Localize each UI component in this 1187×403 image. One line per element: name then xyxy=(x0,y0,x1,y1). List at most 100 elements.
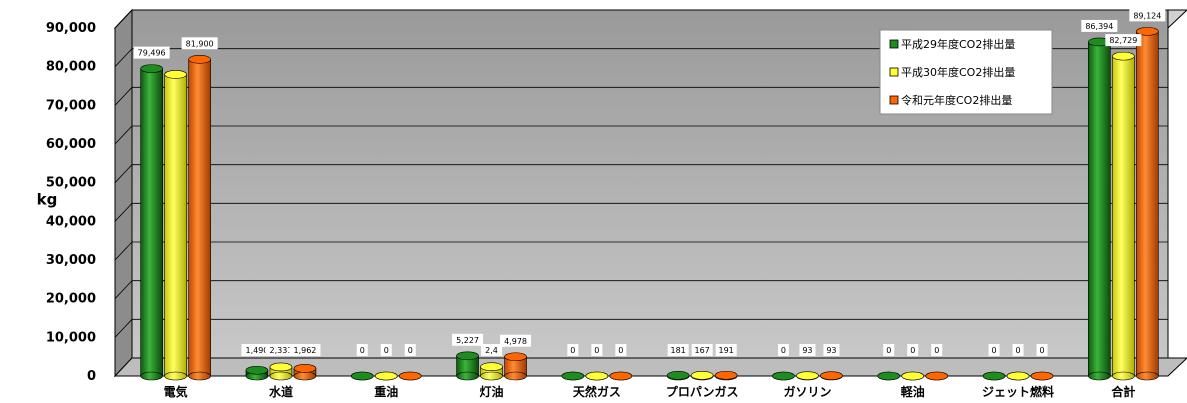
data-label-bg xyxy=(481,344,503,356)
bar xyxy=(901,371,925,381)
data-label-text: 0 xyxy=(408,346,413,355)
data-label-text: 93 xyxy=(802,346,812,355)
gridline xyxy=(114,241,133,261)
data-label-bg xyxy=(356,344,368,356)
data-label-text: 0 xyxy=(618,346,623,355)
bar xyxy=(690,371,714,381)
x-tick-label: 電気 xyxy=(164,384,188,399)
x-tick-label: プロパンガス xyxy=(666,384,739,399)
y-tick-label: 50,000 xyxy=(46,176,96,191)
bar-top xyxy=(561,371,585,381)
x-tick-label: 軽油 xyxy=(901,384,925,399)
data-label: 0 xyxy=(591,344,603,356)
data-label-text: 0 xyxy=(384,346,389,355)
bar-base xyxy=(504,371,527,381)
bar-base xyxy=(1136,371,1159,381)
bar xyxy=(820,371,843,381)
data-label-bg xyxy=(500,334,532,347)
bar-top xyxy=(877,371,901,381)
data-label-bg xyxy=(289,344,321,356)
bar xyxy=(796,371,819,381)
bar-top xyxy=(585,371,609,381)
bar-top xyxy=(901,371,925,381)
data-label-text: 89,124 xyxy=(1133,11,1161,20)
bar xyxy=(1088,37,1111,381)
data-label-bg xyxy=(241,344,273,356)
bar xyxy=(1006,371,1030,381)
bar xyxy=(245,365,269,381)
bar xyxy=(140,64,163,381)
data-label: 0 xyxy=(380,344,392,356)
bar-top xyxy=(1136,27,1159,36)
data-label: 81,900 xyxy=(181,37,218,50)
bar-top xyxy=(504,352,527,362)
bar xyxy=(269,362,293,381)
y-tick-label: 10,000 xyxy=(46,330,96,345)
data-label-bg xyxy=(823,344,840,356)
bar xyxy=(714,370,738,381)
bar xyxy=(374,371,398,381)
data-label-text: 79,496 xyxy=(138,49,166,58)
legend-item: 令和元年度CO2排出量 xyxy=(889,93,1012,107)
bar-top xyxy=(714,370,738,380)
bar-base xyxy=(1088,371,1111,381)
data-label: 1,962 xyxy=(289,344,321,356)
data-label-bg xyxy=(1105,34,1142,47)
gridline xyxy=(114,125,133,145)
data-label: 167 xyxy=(691,344,713,356)
y-tick-label: 80,000 xyxy=(46,60,96,75)
y-axis-ticks: 0 10,000 20,000 30,000 40,000 50,000 60,000 70,… xyxy=(46,21,96,384)
data-label-bg xyxy=(799,344,816,356)
data-label-bg xyxy=(265,344,297,356)
data-label-text: 167 xyxy=(695,346,710,355)
y-tick-label: 90,000 xyxy=(46,21,96,36)
bar-base xyxy=(188,371,211,381)
data-label: 191 xyxy=(715,344,737,356)
bar xyxy=(925,371,949,381)
data-label-text: 1,490 xyxy=(245,346,268,355)
bar-top xyxy=(164,70,187,79)
bar xyxy=(1030,371,1054,381)
bar xyxy=(585,371,609,381)
bar-base xyxy=(480,371,503,381)
data-label-bg xyxy=(1036,344,1048,356)
bar-top xyxy=(1030,371,1054,381)
bar-top xyxy=(690,371,714,380)
data-label: 4,978 xyxy=(500,334,532,347)
data-label-bg xyxy=(1081,19,1118,32)
data-label: 86,394 xyxy=(1081,19,1118,32)
data-label: 0 xyxy=(1036,344,1048,356)
data-label: 0 xyxy=(1012,344,1024,356)
data-label-bg xyxy=(1012,344,1024,356)
data-label-text: 0 xyxy=(570,346,575,355)
bar-base xyxy=(140,371,163,381)
data-label: 0 xyxy=(615,344,627,356)
data-label-bg xyxy=(380,344,392,356)
bar-top xyxy=(140,64,163,73)
y-tick-label: 40,000 xyxy=(46,214,96,229)
bar-body xyxy=(1136,31,1159,377)
data-label-text: 93 xyxy=(826,346,836,355)
data-label: 93 xyxy=(799,344,816,356)
data-label-text: 0 xyxy=(360,346,365,355)
bar-top xyxy=(925,371,949,381)
legend: 平成29年度CO2排出量 平成30年度CO2排出量 令和元年度CO2排出量 xyxy=(879,29,1053,115)
data-label-text: 191 xyxy=(719,346,734,355)
data-label: 181 xyxy=(667,344,689,356)
bar xyxy=(456,351,479,381)
data-label-bg xyxy=(667,344,689,356)
bar-body xyxy=(164,74,187,377)
bar-body xyxy=(1112,55,1135,377)
data-label-text: 5,227 xyxy=(456,336,479,345)
data-label-bg xyxy=(715,344,737,356)
data-label-text: 0 xyxy=(934,346,939,355)
data-label-bg xyxy=(133,46,170,59)
bar xyxy=(877,371,901,381)
bar-top xyxy=(293,364,317,373)
bar-top xyxy=(456,351,479,361)
data-label-bg xyxy=(404,344,416,356)
data-label: 79,496 xyxy=(133,46,170,59)
data-label: 0 xyxy=(931,344,943,356)
data-label-text: 1,962 xyxy=(293,346,316,355)
data-label: 2,4 xyxy=(481,344,503,356)
